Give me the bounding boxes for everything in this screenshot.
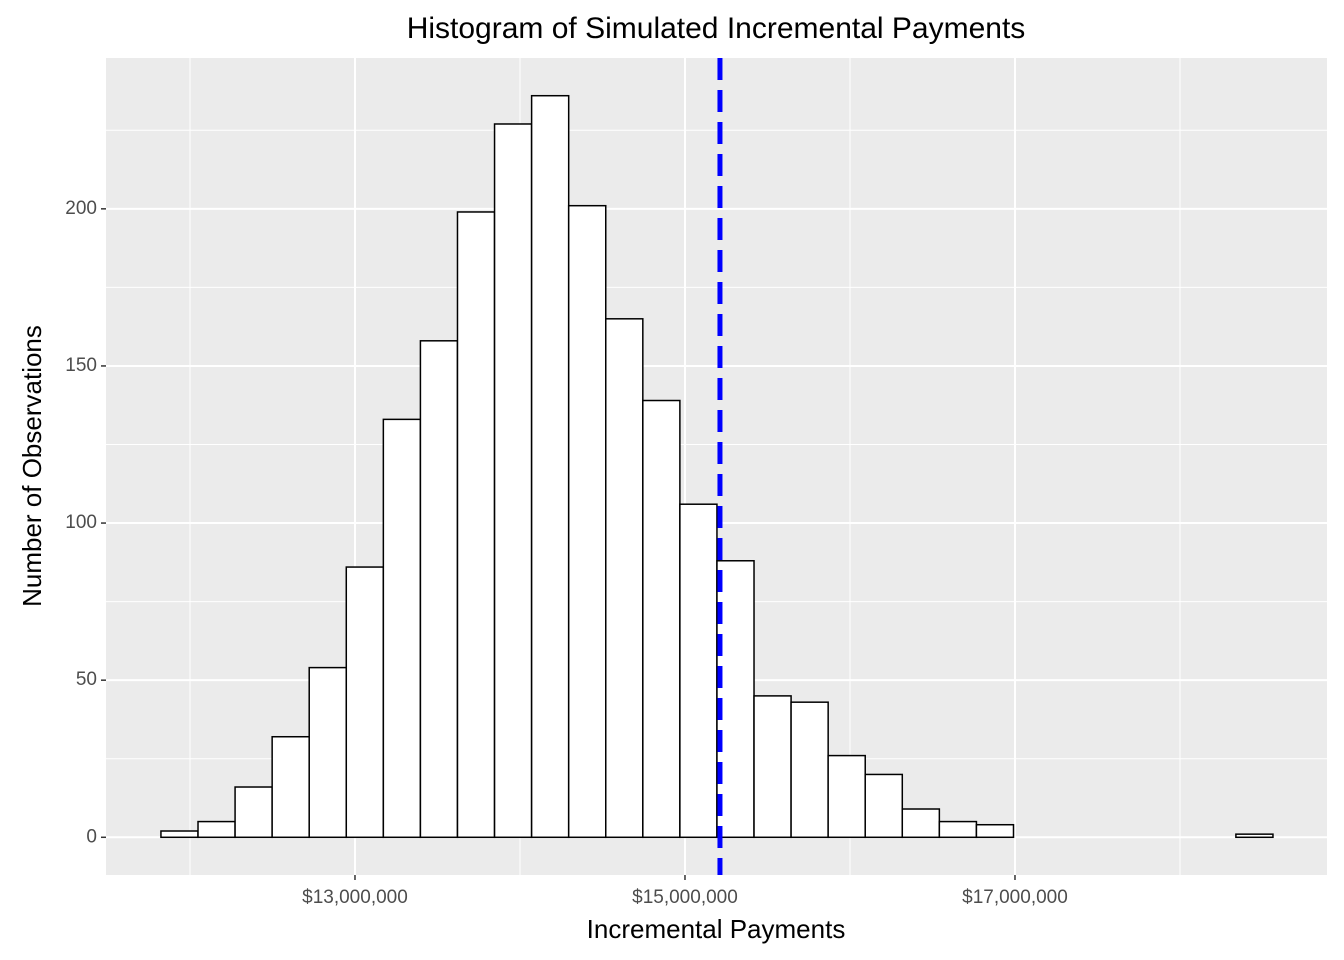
bar	[419, 340, 459, 839]
bar	[716, 560, 755, 839]
bar	[753, 695, 792, 839]
bar	[234, 786, 273, 839]
x-tick-label: $13,000,000	[302, 887, 408, 908]
bar	[864, 773, 904, 839]
x-axis-label: Incremental Payments	[587, 914, 846, 944]
y-tick-label: 150	[65, 355, 97, 376]
y-tick-label: 100	[65, 512, 97, 533]
y-tick-label: 0	[86, 826, 97, 847]
bar	[938, 820, 978, 839]
bar	[456, 211, 496, 839]
bar	[160, 830, 199, 839]
x-tick-label: $15,000,000	[632, 887, 738, 908]
bar	[975, 823, 1015, 839]
bar	[790, 701, 829, 839]
bar	[827, 754, 866, 839]
y-tick-label: 200	[65, 198, 97, 219]
x-tick-label: $17,000,000	[962, 887, 1068, 908]
bar	[901, 808, 941, 839]
bar	[567, 204, 607, 839]
bar	[382, 418, 422, 839]
bar	[1235, 833, 1274, 839]
y-tick-label: 50	[76, 669, 97, 690]
bar	[308, 666, 348, 839]
bar	[605, 318, 644, 839]
y-axis-label: Number of Observations	[17, 325, 47, 607]
bar	[271, 735, 310, 839]
chart-title: Histogram of Simulated Incremental Payme…	[407, 12, 1026, 45]
bar	[679, 503, 718, 839]
bar	[197, 820, 236, 839]
bar	[345, 566, 385, 839]
bar	[642, 399, 681, 839]
bar	[530, 94, 570, 839]
bar	[493, 123, 533, 839]
